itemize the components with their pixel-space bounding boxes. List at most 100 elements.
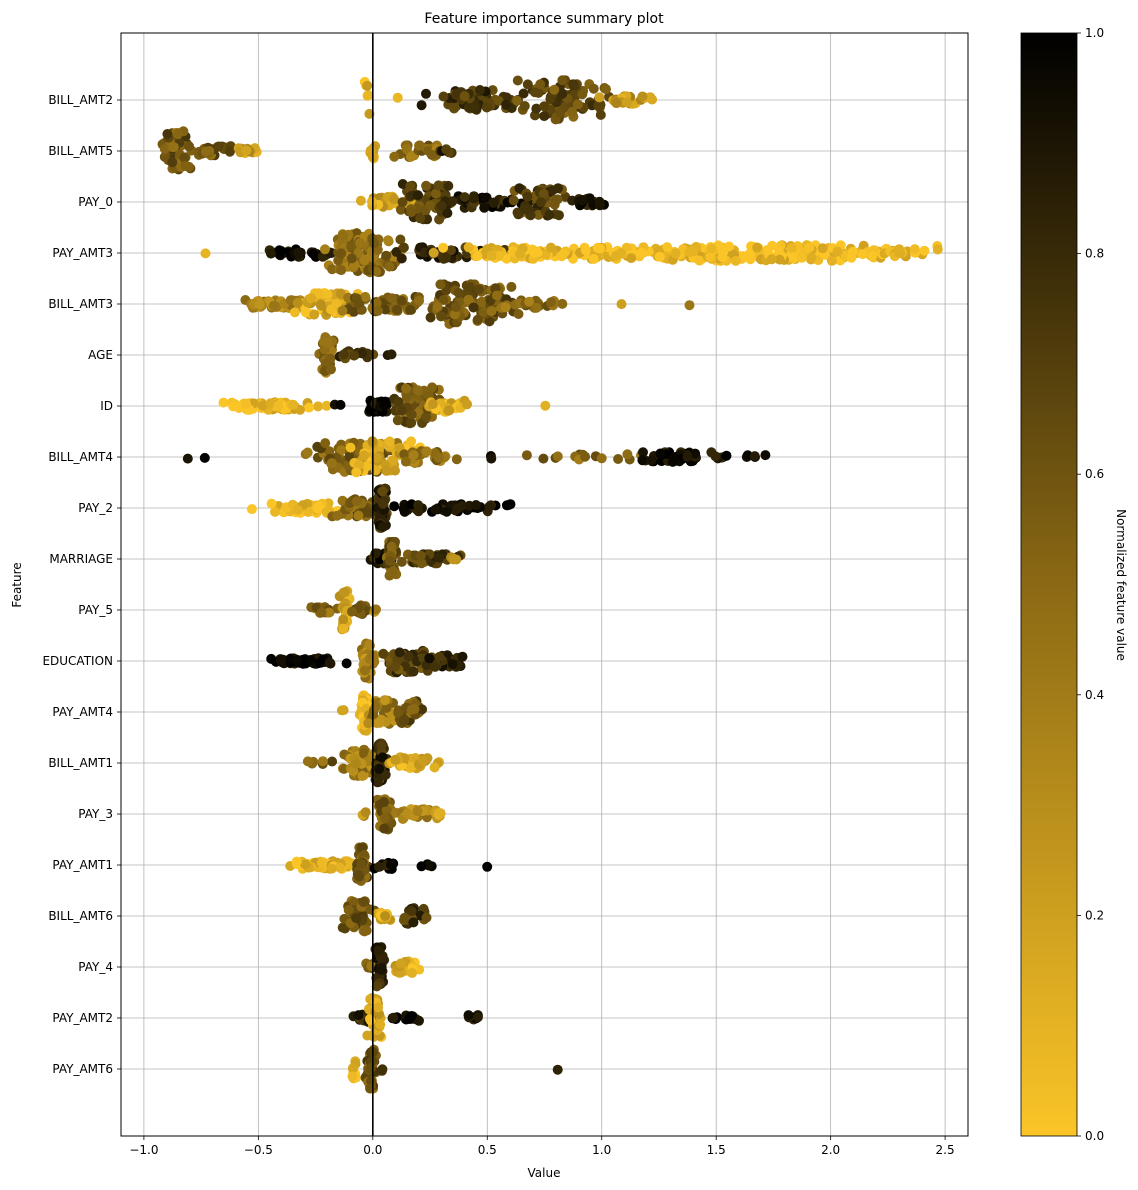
feature-label: BILL_AMT5 bbox=[48, 144, 113, 158]
data-point bbox=[447, 196, 458, 207]
data-point bbox=[381, 250, 392, 261]
data-point bbox=[441, 253, 452, 263]
data-point bbox=[752, 242, 763, 253]
data-point bbox=[430, 661, 441, 672]
data-point bbox=[452, 503, 463, 514]
data-point bbox=[472, 251, 483, 262]
data-point bbox=[293, 247, 304, 258]
data-point bbox=[396, 556, 407, 567]
data-point bbox=[452, 88, 462, 99]
data-point bbox=[393, 708, 404, 718]
data-point bbox=[401, 383, 411, 394]
colorbar-tick-label: 0.0 bbox=[1085, 1129, 1104, 1143]
data-point bbox=[406, 1011, 417, 1021]
data-point bbox=[379, 399, 390, 410]
data-point bbox=[408, 450, 419, 460]
data-point bbox=[577, 195, 588, 206]
data-point bbox=[421, 912, 432, 923]
data-point bbox=[355, 195, 366, 206]
data-point bbox=[384, 436, 395, 447]
data-point bbox=[361, 925, 372, 936]
data-point bbox=[646, 455, 657, 466]
data-point bbox=[351, 913, 362, 924]
feature-label: PAY_AMT4 bbox=[52, 705, 113, 719]
feature-label: BILL_AMT6 bbox=[48, 909, 113, 923]
data-point bbox=[374, 717, 385, 728]
data-point bbox=[448, 553, 459, 564]
data-point bbox=[380, 304, 391, 315]
data-point bbox=[547, 185, 558, 196]
data-point bbox=[374, 763, 385, 774]
data-point bbox=[479, 202, 490, 213]
data-point bbox=[396, 253, 407, 264]
data-point bbox=[320, 438, 331, 449]
data-point bbox=[401, 144, 412, 154]
data-point bbox=[335, 288, 346, 299]
data-point bbox=[415, 550, 426, 561]
data-point bbox=[373, 305, 383, 316]
data-point bbox=[381, 465, 392, 476]
data-point bbox=[371, 981, 382, 992]
data-point bbox=[471, 500, 481, 510]
data-point bbox=[558, 248, 569, 259]
data-point bbox=[266, 498, 277, 509]
data-point bbox=[710, 451, 721, 462]
data-point bbox=[826, 255, 837, 266]
data-point bbox=[373, 861, 384, 872]
data-point bbox=[406, 207, 417, 218]
data-point bbox=[463, 242, 474, 253]
data-point bbox=[313, 288, 324, 299]
data-point bbox=[266, 653, 277, 664]
x-axis-title: Value bbox=[528, 1166, 561, 1180]
data-point bbox=[459, 91, 470, 102]
data-point bbox=[557, 88, 568, 99]
data-point bbox=[482, 861, 493, 872]
data-point bbox=[403, 651, 414, 662]
data-point bbox=[302, 447, 313, 458]
data-point bbox=[572, 99, 583, 110]
data-point bbox=[428, 247, 439, 258]
data-point bbox=[388, 1012, 399, 1023]
data-point bbox=[622, 97, 632, 108]
data-point bbox=[508, 195, 519, 206]
data-point bbox=[427, 399, 438, 410]
data-point bbox=[832, 246, 843, 257]
data-point bbox=[353, 870, 364, 880]
data-point bbox=[425, 312, 436, 323]
data-point bbox=[384, 261, 395, 272]
data-point bbox=[447, 659, 458, 670]
data-point bbox=[595, 109, 606, 120]
data-point bbox=[536, 197, 546, 208]
data-point bbox=[435, 808, 446, 819]
data-point bbox=[395, 234, 406, 245]
data-point bbox=[486, 250, 497, 261]
data-point bbox=[669, 452, 680, 463]
data-point bbox=[394, 647, 405, 658]
data-point bbox=[522, 191, 533, 202]
data-point bbox=[302, 756, 313, 767]
data-point bbox=[493, 95, 504, 106]
data-point bbox=[518, 88, 529, 99]
data-point bbox=[304, 402, 314, 413]
data-point bbox=[338, 623, 349, 634]
data-point bbox=[611, 98, 622, 109]
data-point bbox=[540, 400, 551, 411]
data-point bbox=[484, 501, 495, 512]
data-point bbox=[529, 247, 540, 258]
data-point bbox=[291, 856, 302, 867]
data-point bbox=[436, 200, 447, 211]
data-point bbox=[337, 495, 348, 506]
data-point bbox=[322, 337, 333, 348]
data-point bbox=[760, 450, 771, 461]
data-point bbox=[613, 454, 624, 464]
colorbar-tick-label: 0.4 bbox=[1085, 688, 1104, 702]
data-point bbox=[398, 503, 409, 514]
data-point bbox=[512, 75, 523, 86]
data-point bbox=[493, 250, 504, 261]
data-point bbox=[580, 245, 591, 256]
data-point bbox=[351, 467, 362, 478]
data-point bbox=[338, 349, 349, 360]
data-point bbox=[378, 648, 389, 659]
data-point bbox=[327, 264, 338, 275]
